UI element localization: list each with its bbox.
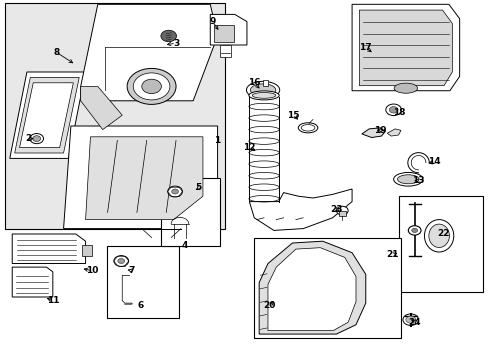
Text: 14: 14 [427, 157, 440, 166]
Circle shape [411, 228, 417, 233]
Bar [5, 3, 224, 229]
Ellipse shape [246, 81, 279, 99]
Circle shape [385, 104, 401, 116]
Circle shape [402, 314, 418, 325]
Ellipse shape [250, 84, 275, 96]
Text: 1: 1 [214, 136, 220, 145]
Text: 9: 9 [209, 17, 216, 26]
Polygon shape [361, 128, 385, 138]
Text: 19: 19 [373, 126, 386, 135]
Bar [161, 178, 220, 246]
Polygon shape [386, 129, 400, 136]
Polygon shape [20, 83, 73, 148]
Text: 23: 23 [329, 205, 342, 214]
Text: 12: 12 [243, 143, 255, 152]
Text: 22: 22 [436, 230, 448, 239]
Text: 11: 11 [46, 296, 59, 305]
Polygon shape [249, 189, 351, 230]
Ellipse shape [397, 175, 418, 184]
Polygon shape [10, 72, 85, 158]
Text: 21: 21 [385, 251, 398, 259]
Circle shape [118, 258, 124, 264]
Text: 18: 18 [392, 108, 405, 117]
Text: 2: 2 [25, 134, 31, 143]
Polygon shape [85, 137, 203, 220]
Text: 20: 20 [262, 302, 275, 310]
Ellipse shape [298, 123, 317, 133]
Circle shape [114, 256, 128, 266]
Text: 8: 8 [53, 48, 59, 57]
Circle shape [171, 189, 178, 194]
Polygon shape [12, 234, 85, 264]
Polygon shape [267, 248, 355, 330]
Ellipse shape [393, 172, 422, 186]
Text: 24: 24 [407, 318, 420, 327]
Text: 17: 17 [359, 43, 371, 52]
Text: 3: 3 [173, 39, 179, 48]
Polygon shape [359, 10, 451, 86]
Ellipse shape [252, 93, 275, 98]
Text: 16: 16 [247, 78, 260, 87]
Ellipse shape [142, 79, 161, 94]
Polygon shape [351, 4, 459, 91]
Ellipse shape [393, 83, 417, 93]
Bar [220, 45, 230, 57]
Polygon shape [210, 14, 246, 45]
Ellipse shape [428, 224, 448, 248]
Bar [263, 80, 267, 86]
Text: 6: 6 [138, 301, 143, 310]
Text: 4: 4 [181, 241, 188, 250]
Polygon shape [259, 241, 365, 334]
Circle shape [336, 206, 347, 215]
Circle shape [388, 107, 397, 113]
Text: 10: 10 [85, 266, 98, 275]
Circle shape [161, 30, 176, 42]
Text: 15: 15 [286, 111, 299, 120]
Ellipse shape [424, 220, 453, 252]
Bar [214, 25, 233, 42]
Circle shape [30, 134, 43, 144]
Text: 13: 13 [411, 176, 424, 185]
Bar [82, 245, 92, 256]
Polygon shape [12, 267, 53, 297]
Bar [106, 246, 179, 318]
Ellipse shape [248, 91, 279, 100]
Circle shape [167, 186, 182, 197]
Bar [339, 211, 345, 216]
Polygon shape [81, 86, 122, 130]
Polygon shape [81, 4, 217, 101]
Ellipse shape [133, 73, 170, 100]
Text: 5: 5 [195, 184, 201, 192]
Circle shape [33, 136, 41, 141]
Bar [398, 196, 482, 292]
Polygon shape [15, 77, 79, 153]
Circle shape [405, 316, 415, 323]
Text: 7: 7 [128, 266, 135, 275]
Bar [254, 238, 400, 338]
Polygon shape [63, 126, 217, 229]
Ellipse shape [127, 68, 176, 104]
Circle shape [407, 226, 420, 235]
